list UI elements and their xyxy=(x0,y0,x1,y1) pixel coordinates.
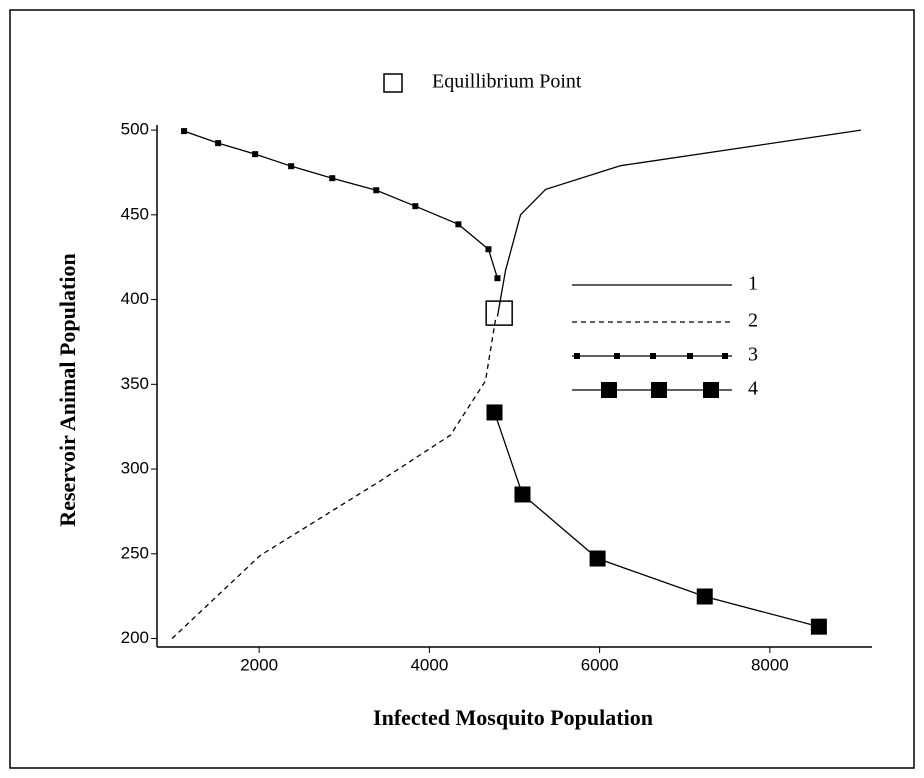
data-marker xyxy=(181,128,188,135)
x-tick-label: 8000 xyxy=(751,655,789,674)
y-tick-label: 200 xyxy=(121,628,149,647)
legend-marker xyxy=(703,382,719,398)
legend-marker xyxy=(601,382,617,398)
y-tick-label: 250 xyxy=(121,543,149,562)
y-tick-label: 500 xyxy=(121,120,149,139)
data-marker xyxy=(252,151,259,158)
data-marker xyxy=(412,203,419,210)
y-axis-title: Reservoir Animal Population xyxy=(55,253,80,526)
legend-label: 1 xyxy=(748,273,758,295)
data-marker xyxy=(494,275,501,282)
data-marker xyxy=(696,588,713,605)
y-tick-label: 400 xyxy=(121,289,149,308)
data-marker xyxy=(373,187,380,194)
legend-marker xyxy=(650,353,656,359)
series-line xyxy=(171,319,497,639)
data-marker xyxy=(810,618,827,635)
legend-marker xyxy=(651,382,667,398)
frame xyxy=(9,9,915,769)
x-axis-title: Infected Mosquito Population xyxy=(373,705,653,730)
series-line xyxy=(493,412,820,628)
legend-label: 4 xyxy=(748,378,758,400)
data-marker xyxy=(514,486,531,503)
legend-marker xyxy=(722,353,728,359)
data-marker xyxy=(486,404,503,421)
data-marker xyxy=(288,163,295,170)
data-marker xyxy=(485,246,492,253)
legend-marker xyxy=(687,353,693,359)
y-tick-label: 350 xyxy=(121,374,149,393)
data-marker xyxy=(215,140,222,147)
x-tick-label: 2000 xyxy=(240,655,278,674)
legend-label: 3 xyxy=(748,344,758,366)
data-marker xyxy=(455,221,462,228)
data-marker xyxy=(329,175,336,182)
legend-marker xyxy=(574,353,580,359)
y-tick-label: 300 xyxy=(121,459,149,478)
equilibrium-legend-label: Equillibrium Point xyxy=(432,71,582,93)
legend-marker xyxy=(614,353,620,359)
x-tick-label: 6000 xyxy=(581,655,619,674)
series-line xyxy=(496,129,862,317)
equilibrium-legend-symbol xyxy=(383,73,403,93)
y-tick-label: 450 xyxy=(121,204,149,223)
series-line xyxy=(183,130,499,279)
data-marker xyxy=(589,550,606,567)
equilibrium-point xyxy=(485,300,513,326)
legend-label: 2 xyxy=(748,310,758,332)
x-tick-label: 4000 xyxy=(410,655,448,674)
